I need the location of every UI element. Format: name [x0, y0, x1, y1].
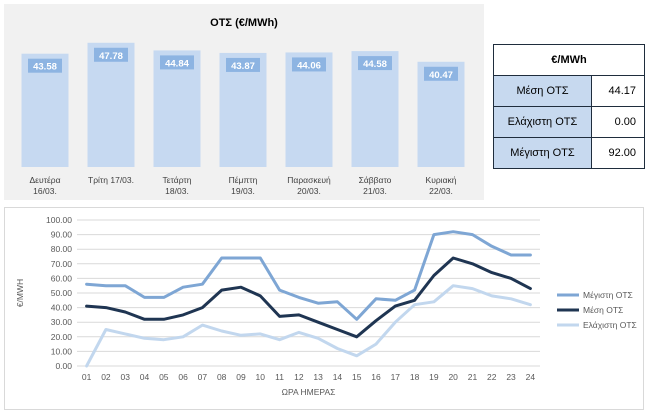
- y-axis-label: €/MWH: [15, 279, 25, 307]
- bar-chart-panel: ΟΤΣ (€/MWh) 43.58 Δευτέρα 16/03. 47.78 Τρίτη …: [4, 4, 484, 200]
- x-tick-label: 15: [352, 372, 362, 382]
- bar-value-label-bg: [424, 66, 458, 81]
- bar-chart-title: ΟΤΣ (€/MWh): [210, 17, 278, 29]
- x-tick-label: 23: [506, 372, 516, 382]
- series-line: [85, 256, 532, 339]
- x-tick-label: 02: [101, 372, 111, 382]
- y-tick-label: 10.00: [51, 346, 73, 356]
- y-tick-label: 50.00: [51, 288, 73, 298]
- bar-category-label: Παρασκευή 20/03.: [287, 175, 331, 196]
- bar: [285, 52, 333, 167]
- stats-label-min: Ελάχιστη ΟΤΣ: [493, 106, 592, 138]
- y-tick-label: 0.00: [55, 361, 72, 371]
- x-tick-label: 20: [448, 372, 458, 382]
- y-tick-label: 70.00: [51, 259, 73, 269]
- x-tick-label: 06: [178, 372, 188, 382]
- bar-value-label-bg: [226, 57, 260, 72]
- x-tick-label: 19: [429, 372, 439, 382]
- line-chart: 0.00 10.00 20.00 30.00 40.00 50.00 60.00 70.00 8…: [15, 215, 637, 397]
- bar-value-label-bg: [292, 57, 326, 72]
- stats-table-header-row: €/MWh: [493, 44, 645, 76]
- bar-value-label-bg: [94, 47, 128, 62]
- y-tick-label: 30.00: [51, 317, 73, 327]
- x-tick-label: 04: [140, 372, 150, 382]
- x-tick-label: 05: [159, 372, 169, 382]
- stats-table: €/MWh Μέση ΟΤΣ 44.17 Ελάχιστη ΟΤΣ 0.00 Μ…: [493, 44, 645, 169]
- x-tick-label: 03: [120, 372, 130, 382]
- y-tick-label: 90.00: [51, 230, 73, 240]
- bar: [153, 50, 201, 167]
- bar-value-label: 40.47: [429, 70, 453, 81]
- bar-chart: ΟΤΣ (€/MWh) 43.58 Δευτέρα 16/03. 47.78 Τρίτη …: [21, 17, 465, 196]
- y-tick-label: 80.00: [51, 244, 73, 254]
- bar-category-label: Τρίτη 17/03.: [88, 175, 134, 185]
- x-tick-label: 13: [313, 372, 323, 382]
- bar-category-label: Κυριακή 22/03.: [426, 175, 457, 196]
- bar-value-label-bg: [160, 55, 194, 70]
- bar-value-label-bg: [358, 56, 392, 71]
- legend-label: Μέγιστη ΟΤΣ: [583, 290, 633, 300]
- x-tick-label: 09: [236, 372, 246, 382]
- bar-value-label-bg: [28, 58, 62, 73]
- bar-value-label: 44.06: [297, 60, 321, 71]
- series-line: [85, 230, 532, 321]
- x-tick-label: 14: [333, 372, 343, 382]
- stats-label-max: Μέγιστη ΟΤΣ: [493, 137, 592, 169]
- bar-category-label: Δευτέρα 16/03.: [29, 175, 60, 196]
- bar-value-label: 47.78: [99, 51, 123, 62]
- bar-category-label: Σάββατο 21/03.: [359, 175, 392, 196]
- line-chart-panel: 0.00 10.00 20.00 30.00 40.00 50.00 60.00 70.00 8…: [4, 207, 644, 410]
- stats-table-header: €/MWh: [493, 44, 645, 76]
- y-tick-label: 100.00: [46, 215, 72, 225]
- bar-value-label: 44.58: [363, 59, 387, 70]
- bar-value-label: 43.87: [231, 61, 255, 72]
- bar-category-label: Πέμπτη 19/03.: [229, 175, 258, 196]
- bar: [219, 52, 267, 167]
- stats-value-min: 0.00: [591, 106, 645, 138]
- x-tick-label: 11: [275, 372, 284, 382]
- stats-value-max: 92.00: [591, 137, 645, 169]
- x-tick-label: 12: [294, 372, 304, 382]
- x-tick-label: 16: [371, 372, 381, 382]
- series-line: [85, 284, 532, 368]
- stats-row-min: Ελάχιστη ΟΤΣ 0.00: [493, 106, 645, 138]
- x-tick-label: 08: [217, 372, 227, 382]
- x-tick-label: 18: [410, 372, 420, 382]
- bar: [351, 51, 399, 168]
- legend-label: Μέση ΟΤΣ: [583, 305, 623, 315]
- x-axis-label: ΩΡΑ ΗΜΕΡΑΣ: [282, 387, 336, 397]
- y-tick-label: 40.00: [51, 303, 73, 313]
- stats-label-mean: Μέση ΟΤΣ: [493, 75, 592, 107]
- x-tick-label: 01: [82, 372, 92, 382]
- x-tick-label: 21: [468, 372, 478, 382]
- x-tick-label: 07: [198, 372, 208, 382]
- bar: [87, 42, 135, 167]
- x-tick-label: 10: [256, 372, 266, 382]
- bar-value-label: 44.84: [165, 58, 189, 69]
- legend-label: Ελάχιστη ΟΤΣ: [583, 320, 637, 330]
- bar-category-label: Τετάρτη 18/03.: [163, 175, 192, 196]
- x-tick-label: 17: [391, 372, 401, 382]
- stats-row-mean: Μέση ΟΤΣ 44.17: [493, 75, 645, 107]
- x-tick-label: 24: [526, 372, 536, 382]
- stats-value-mean: 44.17: [591, 75, 645, 107]
- y-tick-label: 20.00: [51, 332, 73, 342]
- y-tick-label: 60.00: [51, 273, 73, 283]
- x-tick-label: 22: [487, 372, 497, 382]
- bar-value-label: 43.58: [33, 62, 57, 73]
- stats-row-max: Μέγιστη ΟΤΣ 92.00: [493, 137, 645, 169]
